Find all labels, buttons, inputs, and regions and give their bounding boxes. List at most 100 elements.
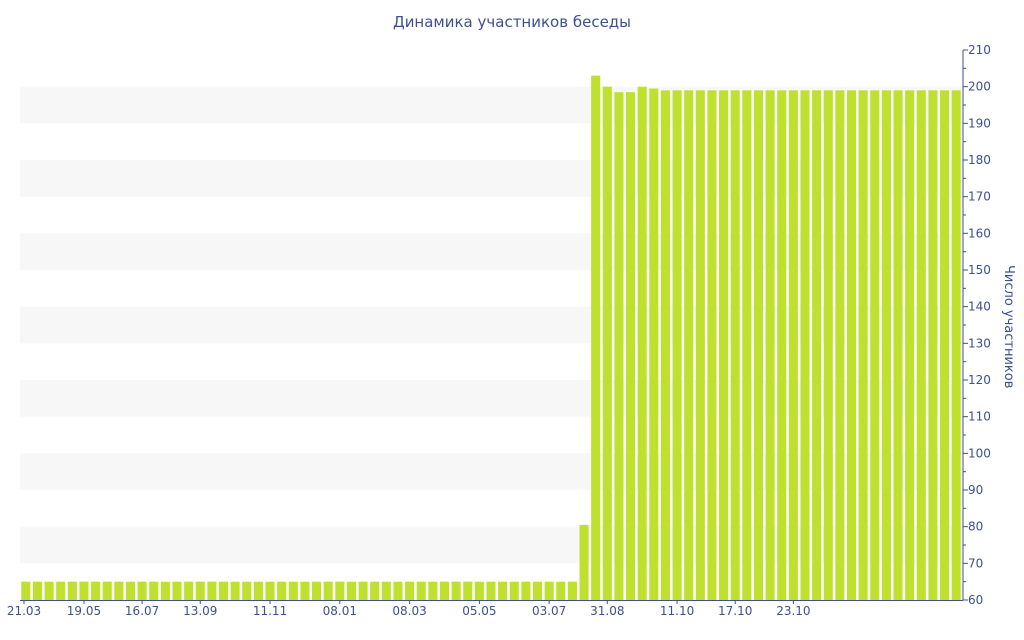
bar[interactable] — [242, 581, 252, 600]
bar[interactable] — [137, 581, 147, 600]
x-axis: 21.03 19.05 16.07 13.09 11.11 08.01 08.03 05.05… — [7, 600, 963, 618]
bar[interactable] — [928, 90, 938, 600]
x-tick-label: 19.05 — [67, 604, 101, 618]
bar[interactable] — [323, 581, 333, 600]
bar[interactable] — [858, 90, 868, 600]
bar[interactable] — [32, 581, 42, 600]
bar[interactable] — [451, 581, 461, 600]
bar[interactable] — [160, 581, 170, 600]
bar[interactable] — [695, 90, 705, 600]
y-tick-label: 60 — [968, 593, 983, 607]
bar[interactable] — [684, 90, 694, 600]
x-tick-label: 05.05 — [462, 604, 496, 618]
bar[interactable] — [544, 581, 554, 600]
bar[interactable] — [881, 90, 891, 600]
x-tick-label: 23.10 — [776, 604, 810, 618]
bar[interactable] — [846, 90, 857, 600]
bar[interactable] — [591, 75, 601, 600]
bar[interactable] — [265, 581, 275, 600]
bar[interactable] — [719, 90, 729, 600]
x-tick-label: 03.07 — [532, 604, 566, 618]
bar[interactable] — [102, 581, 112, 600]
bar[interactable] — [626, 92, 636, 601]
bar[interactable] — [253, 581, 263, 600]
bar[interactable] — [940, 90, 950, 600]
bar[interactable] — [67, 581, 77, 600]
bar[interactable] — [916, 90, 926, 600]
bars — [21, 75, 961, 601]
bar[interactable] — [579, 524, 589, 600]
bar[interactable] — [44, 581, 54, 600]
bar[interactable] — [439, 581, 450, 600]
bar[interactable] — [532, 581, 543, 600]
bar[interactable] — [602, 86, 612, 600]
bar[interactable] — [742, 90, 752, 600]
bar[interactable] — [893, 90, 903, 600]
bar[interactable] — [556, 581, 566, 600]
bar[interactable] — [870, 90, 880, 600]
bar[interactable] — [614, 92, 624, 601]
bar[interactable] — [474, 581, 484, 600]
bar[interactable] — [823, 90, 833, 600]
bar[interactable] — [346, 581, 356, 600]
x-tick-label: 08.03 — [392, 604, 426, 618]
y-tick-label: 150 — [968, 263, 991, 277]
bar[interactable] — [230, 581, 240, 600]
x-tick-label: 21.03 — [7, 604, 41, 618]
bar[interactable] — [288, 581, 298, 600]
bar[interactable] — [509, 581, 519, 600]
y-tick-label: 200 — [968, 80, 991, 94]
bar[interactable] — [195, 581, 205, 600]
bar[interactable] — [172, 581, 182, 600]
bar[interactable] — [312, 581, 322, 600]
bar[interactable] — [416, 581, 426, 600]
bar[interactable] — [951, 90, 961, 600]
bar[interactable] — [428, 581, 438, 600]
bar[interactable] — [277, 581, 287, 600]
bar[interactable] — [905, 90, 915, 600]
x-tick-label: 17.10 — [718, 604, 752, 618]
bar[interactable] — [463, 581, 473, 600]
bar[interactable] — [835, 90, 845, 600]
bar[interactable] — [637, 86, 647, 600]
bar[interactable] — [660, 90, 670, 600]
bar[interactable] — [381, 581, 391, 600]
bar[interactable] — [56, 581, 66, 600]
y-tick-label: 170 — [968, 190, 991, 204]
bar[interactable] — [207, 581, 217, 600]
bar[interactable] — [149, 581, 159, 600]
bar[interactable] — [707, 90, 717, 600]
bar[interactable] — [498, 581, 508, 600]
bar[interactable] — [91, 581, 101, 600]
bar[interactable] — [753, 90, 764, 600]
bar[interactable] — [79, 581, 89, 600]
y-tick-label: 100 — [968, 446, 991, 460]
bar[interactable] — [114, 581, 124, 600]
bar[interactable] — [358, 581, 368, 600]
bar[interactable] — [777, 90, 787, 600]
bar[interactable] — [184, 581, 194, 600]
bar[interactable] — [405, 581, 415, 600]
x-tick-label: 08.01 — [323, 604, 357, 618]
bar[interactable] — [521, 581, 531, 600]
bar[interactable] — [567, 581, 577, 600]
y-tick-label: 120 — [968, 373, 991, 387]
x-tick-label: 11.10 — [660, 604, 694, 618]
bar[interactable] — [300, 581, 310, 600]
bar[interactable] — [125, 581, 136, 600]
bar[interactable] — [672, 90, 682, 600]
bar[interactable] — [649, 88, 659, 601]
bar[interactable] — [335, 581, 345, 600]
bar[interactable] — [21, 581, 31, 600]
y-tick-label: 180 — [968, 153, 991, 167]
bar[interactable] — [486, 581, 496, 600]
bar[interactable] — [393, 581, 403, 600]
bar[interactable] — [730, 90, 740, 600]
bar[interactable] — [800, 90, 810, 600]
bar[interactable] — [370, 581, 380, 600]
bar[interactable] — [218, 581, 229, 600]
bar[interactable] — [812, 90, 822, 600]
bar[interactable] — [788, 90, 798, 600]
bar[interactable] — [765, 90, 775, 600]
